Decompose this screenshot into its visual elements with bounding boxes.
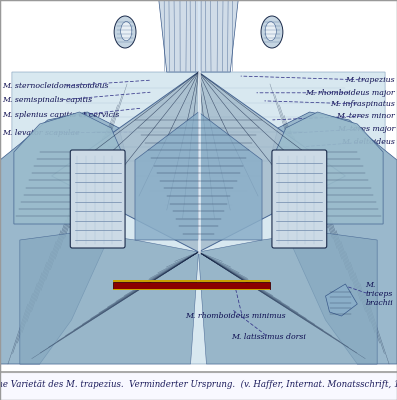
Text: M. infraspinatus: M. infraspinatus: [330, 100, 395, 108]
Text: M. rhomboideus major: M. rhomboideus major: [305, 89, 395, 97]
Polygon shape: [135, 112, 198, 240]
Polygon shape: [198, 112, 262, 240]
Ellipse shape: [265, 22, 276, 41]
Polygon shape: [113, 280, 270, 282]
FancyBboxPatch shape: [0, 0, 397, 372]
Polygon shape: [14, 112, 125, 224]
Text: M. sternocleidomastoideus: M. sternocleidomastoideus: [2, 82, 108, 90]
Text: M. rhomboideus minimus: M. rhomboideus minimus: [185, 312, 286, 320]
Text: M. deltoideus: M. deltoideus: [341, 138, 395, 146]
Text: M. teres major: M. teres major: [337, 125, 395, 133]
Ellipse shape: [121, 22, 132, 41]
Text: M. trapezius: M. trapezius: [345, 76, 395, 84]
Text: M. splenius capitis et cervicis: M. splenius capitis et cervicis: [2, 111, 119, 119]
Polygon shape: [159, 0, 238, 72]
Polygon shape: [326, 284, 357, 316]
Text: M. semispinalis capitis: M. semispinalis capitis: [2, 96, 92, 104]
Text: M. levator scapulae: M. levator scapulae: [2, 129, 80, 137]
FancyBboxPatch shape: [70, 150, 125, 248]
Text: M.
triceps
brachii: M. triceps brachii: [365, 281, 393, 307]
FancyBboxPatch shape: [272, 150, 327, 248]
Polygon shape: [113, 282, 270, 289]
Text: M. teres minor: M. teres minor: [336, 112, 395, 120]
Ellipse shape: [261, 16, 283, 48]
Text: M. latissimus dorsi: M. latissimus dorsi: [231, 333, 306, 341]
Polygon shape: [0, 112, 127, 364]
Polygon shape: [12, 72, 385, 364]
Text: Seltene Varietät des M. trapezius.  Verminderter Ursprung.  (v. Haffer, Internat: Seltene Varietät des M. trapezius. Vermi…: [0, 380, 397, 389]
Polygon shape: [20, 232, 198, 364]
Polygon shape: [113, 289, 270, 290]
Polygon shape: [272, 112, 383, 224]
Polygon shape: [198, 232, 377, 364]
Polygon shape: [52, 72, 345, 252]
Polygon shape: [270, 112, 397, 364]
Ellipse shape: [114, 16, 136, 48]
